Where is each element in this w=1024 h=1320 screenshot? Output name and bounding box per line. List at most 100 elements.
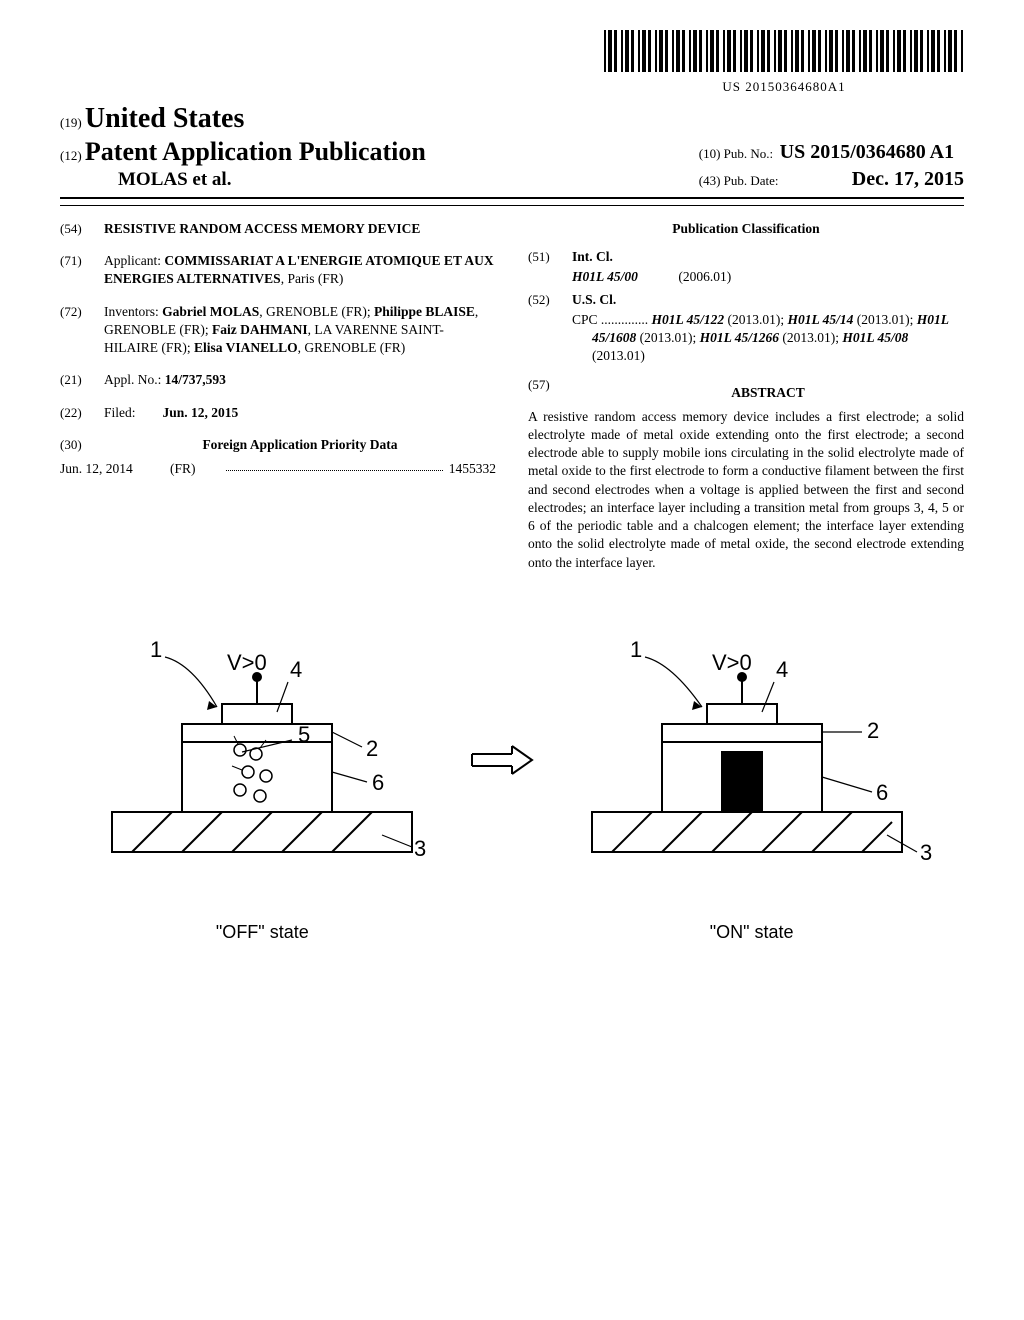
section-72: (72) Inventors: Gabriel MOLAS, GRENOBLE … <box>60 303 496 358</box>
label-52: U.S. Cl. <box>572 292 616 307</box>
code-72: (72) <box>60 303 104 358</box>
cpc-y3: (2013.01); <box>640 330 697 345</box>
cpc-c2: H01L 45/14 <box>788 312 854 327</box>
barcode-area: US 20150364680A1 <box>60 30 964 95</box>
priority-row: Jun. 12, 2014 (FR) 1455332 <box>60 460 496 478</box>
code-57: (57) <box>528 376 572 408</box>
priority-date: Jun. 12, 2014 <box>60 460 170 478</box>
pub-no-code: (10) <box>699 146 721 161</box>
fig-on-label-1: 1 <box>630 637 642 662</box>
fig-off-caption: "OFF" state <box>82 922 442 943</box>
figure-off: 1 V>0 4 5 2 6 3 "OFF" state <box>82 622 442 943</box>
code-52: (52) <box>528 291 572 309</box>
section-57: (57) ABSTRACT <box>528 376 964 408</box>
section-21: (21) Appl. No.: 14/737,593 <box>60 371 496 389</box>
abstract-text: A resistive random access memory device … <box>528 408 964 572</box>
code-51: (51) <box>528 248 572 266</box>
figures-row: 1 V>0 4 5 2 6 3 "OFF" state <box>60 622 964 943</box>
code-22: (22) <box>60 404 104 422</box>
pub-date: Dec. 17, 2015 <box>782 168 964 190</box>
pub-type-line: (12) Patent Application Publication <box>60 137 699 167</box>
pub-date-line: (43) Pub. Date: Dec. 17, 2015 <box>699 168 964 191</box>
right-column: Publication Classification (51) Int. Cl.… <box>528 220 964 572</box>
cpc-c5: H01L 45/08 <box>842 330 908 345</box>
cpc-y2: (2013.01); <box>857 312 914 327</box>
section-22: (22) Filed: Jun. 12, 2015 <box>60 404 496 422</box>
fig-off-label-1: 1 <box>150 637 162 662</box>
code-21: (21) <box>60 371 104 389</box>
title-54: RESISTIVE RANDOM ACCESS MEMORY DEVICE <box>104 220 496 238</box>
fig-on-label-6: 6 <box>876 780 888 805</box>
pub-no-label: Pub. No.: <box>724 146 773 161</box>
body-71: Applicant: COMMISSARIAT A L'ENERGIE ATOM… <box>104 252 496 288</box>
priority-dots <box>226 460 443 471</box>
pub-date-code: (43) <box>699 173 721 188</box>
pub-type-code: (12) <box>60 148 82 163</box>
left-column: (54) RESISTIVE RANDOM ACCESS MEMORY DEVI… <box>60 220 496 572</box>
fig-on-label-3: 3 <box>920 840 932 865</box>
figure-on: 1 V>0 4 2 6 3 "ON" state <box>562 622 942 943</box>
code-30: (30) <box>60 436 104 454</box>
figure-off-svg: 1 V>0 4 5 2 6 3 <box>82 622 442 882</box>
label-71: Applicant: <box>104 253 161 268</box>
priority-num: 1455332 <box>449 460 496 478</box>
applicant-rest: , Paris (FR) <box>281 271 344 286</box>
section-51: (51) Int. Cl. <box>528 248 964 266</box>
appl-no: 14/737,593 <box>165 372 226 387</box>
pub-date-label: Pub. Date: <box>724 173 779 188</box>
author-line: MOLAS et al. <box>60 169 699 191</box>
pc-title: Publication Classification <box>528 220 964 238</box>
cpc-y4: (2013.01); <box>782 330 839 345</box>
two-column-body: (54) RESISTIVE RANDOM ACCESS MEMORY DEVI… <box>60 220 964 572</box>
section-54: (54) RESISTIVE RANDOM ACCESS MEMORY DEVI… <box>60 220 496 238</box>
fig-on-label-4: 4 <box>776 657 788 682</box>
barcode-text: US 20150364680A1 <box>604 79 964 95</box>
code-54: (54) <box>60 220 104 238</box>
filed-date: Jun. 12, 2015 <box>163 405 239 420</box>
header-left: (19) United States (12) Patent Applicati… <box>60 103 699 191</box>
cpc-y1: (2013.01); <box>728 312 785 327</box>
label-22: Filed: <box>104 405 136 420</box>
label-21: Appl. No.: <box>104 372 161 387</box>
label-51: Int. Cl. <box>572 249 613 264</box>
country-line: (19) United States <box>60 103 699 135</box>
pub-no-line: (10) Pub. No.: US 2015/0364680 A1 <box>699 141 964 164</box>
fig-off-vlabel: V>0 <box>227 650 267 675</box>
section-52: (52) U.S. Cl. <box>528 291 964 309</box>
body-51: Int. Cl. <box>572 248 964 266</box>
figure-on-svg: 1 V>0 4 2 6 3 <box>562 622 942 882</box>
cpc-c4: H01L 45/1266 <box>700 330 779 345</box>
fig-off-label-4: 4 <box>290 657 302 682</box>
section-71: (71) Applicant: COMMISSARIAT A L'ENERGIE… <box>60 252 496 288</box>
fig-off-label-3: 3 <box>414 836 426 861</box>
body-30: Foreign Application Priority Data <box>104 436 496 454</box>
fig-off-label-2: 2 <box>366 736 378 761</box>
header-right: (10) Pub. No.: US 2015/0364680 A1 (43) P… <box>699 141 964 191</box>
fig-on-label-2: 2 <box>867 718 879 743</box>
body-22: Filed: Jun. 12, 2015 <box>104 404 496 422</box>
fig-off-label-6: 6 <box>372 770 384 795</box>
priority-cc: (FR) <box>170 460 220 478</box>
intcl-class: H01L 45/00 <box>572 269 638 284</box>
country-name: United States <box>85 103 244 134</box>
body-21: Appl. No.: 14/737,593 <box>104 371 496 389</box>
body-72: Inventors: Gabriel MOLAS, GRENOBLE (FR);… <box>104 303 496 358</box>
rule-thin <box>60 205 964 206</box>
cpc-block: CPC .............. H01L 45/122 (2013.01)… <box>528 311 964 366</box>
cpc-prefix: CPC .............. <box>572 312 648 327</box>
body-52: U.S. Cl. <box>572 291 964 309</box>
code-71: (71) <box>60 252 104 288</box>
rule-top <box>60 197 964 199</box>
label-72: Inventors: <box>104 304 159 319</box>
barcode <box>604 30 964 72</box>
pub-type: Patent Application Publication <box>85 137 426 166</box>
cpc-y5: (2013.01) <box>592 348 645 363</box>
intcl-year: (2006.01) <box>678 269 731 284</box>
inventors-text: Gabriel MOLAS, GRENOBLE (FR); Philippe B… <box>104 304 478 355</box>
cpc-c1: H01L 45/122 <box>652 312 725 327</box>
fig-on-vlabel: V>0 <box>712 650 752 675</box>
arrow-between <box>467 740 537 785</box>
header-row: (19) United States (12) Patent Applicati… <box>60 103 964 191</box>
fig-on-caption: "ON" state <box>562 922 942 943</box>
pub-no: US 2015/0364680 A1 <box>780 141 954 163</box>
